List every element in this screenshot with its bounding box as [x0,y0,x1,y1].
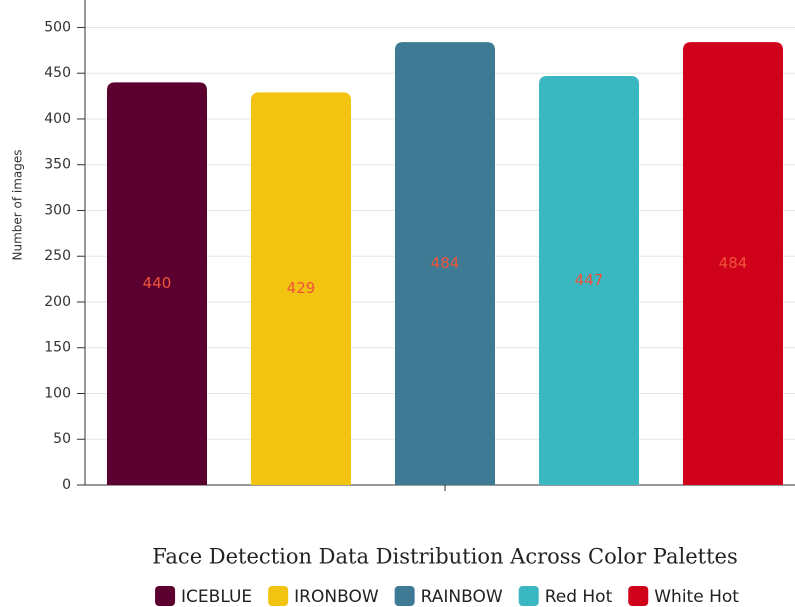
legend-swatch [628,586,649,606]
legend-label: IRONBOW [294,587,379,607]
y-tick-label: 350 [44,157,71,173]
y-tick-label: 450 [44,65,71,81]
bar [107,82,207,485]
y-tick-label: 0 [62,477,71,493]
legend-label: RAINBOW [421,587,503,607]
legend-label: Red Hot [545,587,613,607]
legend-swatch [268,586,289,606]
data-label: 440 [143,274,172,292]
data-label: 429 [287,279,316,297]
data-label: 484 [431,254,460,272]
bar [539,75,639,486]
y-tick-label: 50 [53,431,71,447]
data-label: 484 [719,254,748,272]
legend-swatch [518,586,539,606]
y-tick-label: 150 [44,340,71,356]
bar [251,92,351,485]
y-tick-label: 500 [44,19,71,35]
y-tick-label: 300 [44,202,71,218]
legend-label: ICEBLUE [181,587,252,607]
chart-title: Face Detection Data Distribution Across … [152,545,737,569]
bar [683,42,783,486]
bar [395,42,495,486]
legend-label: White Hot [654,587,739,607]
legend-swatch [155,586,176,606]
y-tick-label: 100 [44,385,71,401]
y-tick-label: 250 [44,248,71,264]
y-tick-label: 200 [44,294,71,310]
data-label: 447 [575,271,604,289]
legend-swatch [394,586,415,606]
y-tick-label: 400 [44,111,71,127]
y-axis-label: Number of images [11,149,25,260]
